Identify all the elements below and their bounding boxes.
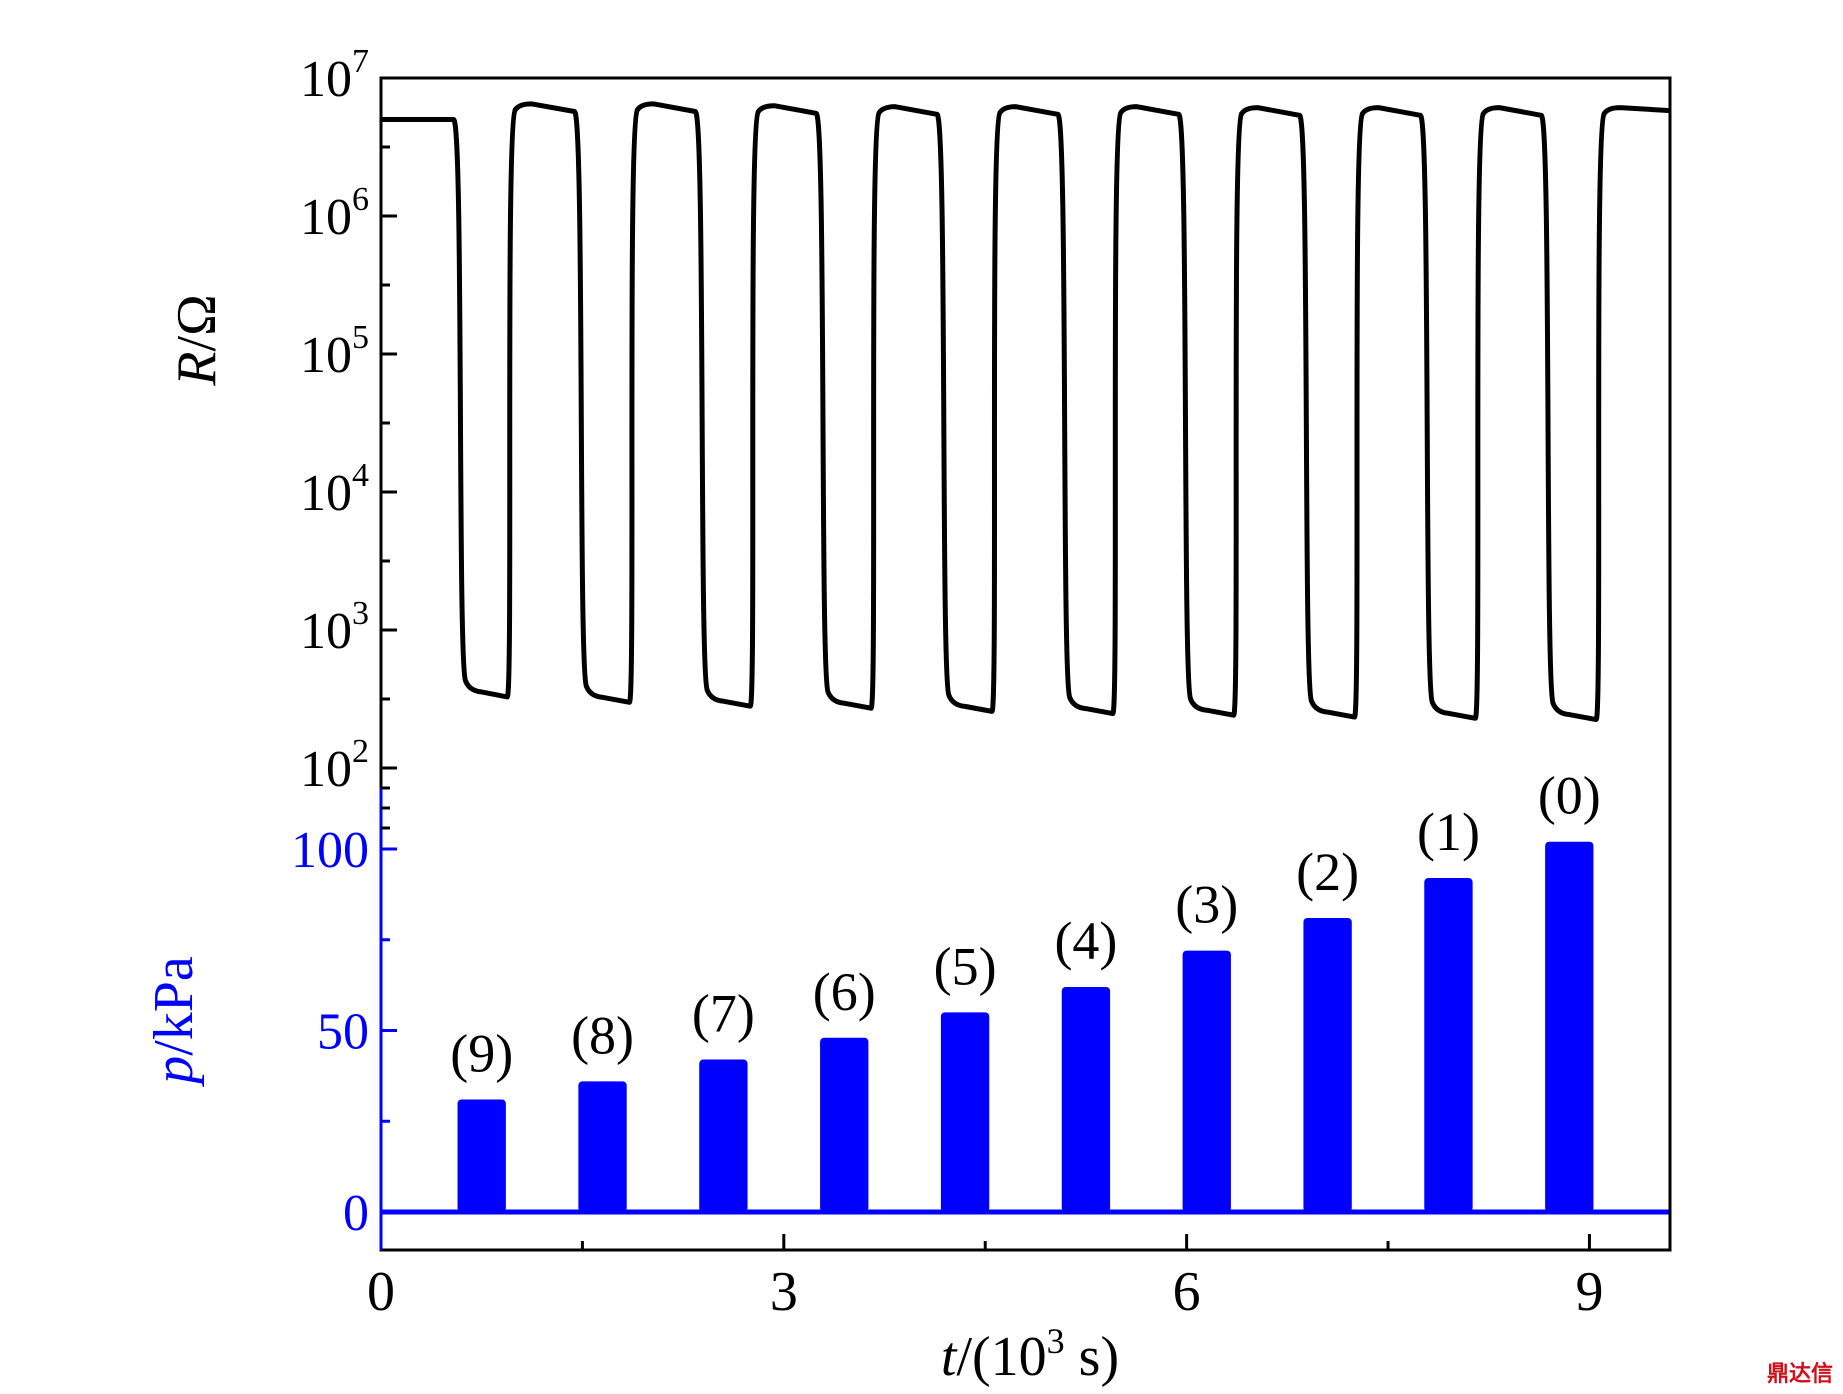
- pressure-bar-label: (3): [1175, 875, 1238, 935]
- pressure-bar-label: (8): [571, 1005, 634, 1065]
- pressure-bar: [578, 1081, 627, 1212]
- pressure-bar: [820, 1037, 869, 1212]
- resistance-line: [381, 101, 1671, 723]
- x-tick-label: 3: [770, 1261, 798, 1323]
- pressure-bar: [1545, 841, 1594, 1212]
- pressure-bar: [1303, 917, 1352, 1212]
- x-tick-label: 9: [1575, 1261, 1603, 1323]
- resistance-axis-title: R/Ω: [166, 294, 228, 386]
- pressure-bar-label: (4): [1054, 911, 1117, 971]
- resistance-tick-label: 104: [300, 457, 369, 522]
- pressure-tick-label: 50: [317, 1004, 369, 1061]
- axes-layer: 0 3 6 9 102 103 104 105 106 107 0 50 100: [291, 43, 1672, 1323]
- pressure-bar-label: (2): [1296, 842, 1359, 902]
- pressure-bar: [1424, 878, 1473, 1212]
- pressure-bar-label: (1): [1417, 802, 1480, 862]
- pressure-bar: [699, 1059, 748, 1212]
- resistance-tick-label: 107: [300, 43, 369, 108]
- pressure-bar: [1061, 986, 1111, 1212]
- pressure-bar-label: (0): [1538, 766, 1601, 826]
- x-tick-label: 0: [367, 1261, 395, 1323]
- pressure-bar: [457, 1099, 506, 1212]
- pressure-bar: [940, 1012, 990, 1212]
- resistance-tick-label: 105: [300, 319, 369, 384]
- x-tick-label: 6: [1173, 1261, 1201, 1323]
- pressure-tick-label: 0: [343, 1185, 369, 1242]
- pressure-bar-label: (7): [692, 984, 755, 1044]
- pressure-tick-label: 100: [291, 822, 369, 879]
- watermark-logo: 鼎达信: [1766, 1362, 1833, 1387]
- plot-frame: [379, 76, 1672, 1252]
- resistance-layer: [381, 101, 1671, 723]
- x-axis-title: t/(103 s): [941, 1321, 1119, 1388]
- pressure-axis-title: p/kPa: [143, 956, 205, 1088]
- resistance-tick-label: 106: [300, 181, 369, 246]
- pressure-layer: (9) (8) (7) (6) (5) (4) (3) (2) (1) (0): [381, 766, 1670, 1215]
- resistance-tick-label: 102: [300, 733, 369, 798]
- pressure-bar-label: (9): [450, 1023, 513, 1083]
- resistance-tick-label: 103: [300, 595, 369, 660]
- pressure-bar-label: (6): [813, 962, 876, 1022]
- pressure-bar-label: (5): [934, 936, 997, 996]
- pressure-bar: [1182, 950, 1231, 1212]
